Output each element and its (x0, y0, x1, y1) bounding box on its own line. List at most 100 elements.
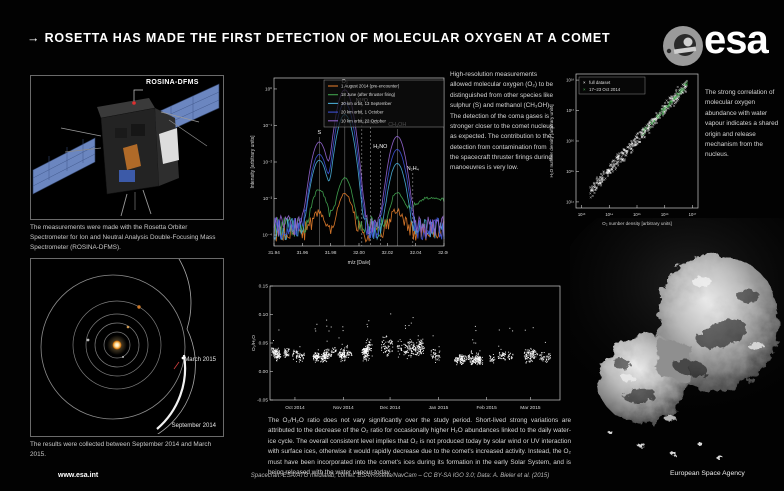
svg-text:×: × (609, 163, 612, 168)
svg-text:×: × (632, 144, 635, 149)
ratio-timeseries-chart: 0.15 0.10 0.05 0.00 -0.05 Oct 2014 Nov 2014 Dec… (251, 284, 561, 411)
svg-text:×: × (600, 183, 603, 188)
svg-text:×: × (663, 108, 666, 113)
svg-text:×: × (631, 140, 634, 145)
svg-text:×: × (597, 181, 600, 186)
svg-text:×: × (661, 109, 664, 114)
svg-text:×: × (683, 87, 686, 92)
svg-text:×: × (664, 106, 667, 111)
svg-text:Dec 2014: Dec 2014 (380, 405, 401, 411)
svg-text:×: × (621, 158, 624, 163)
svg-text:×: × (594, 187, 597, 192)
svg-text:×: × (670, 99, 673, 104)
svg-text:×: × (673, 96, 676, 101)
svg-text:10⁻⁴: 10⁻⁴ (262, 233, 272, 238)
svg-text:×: × (652, 117, 655, 122)
svg-text:×: × (677, 94, 680, 99)
svg-text:×: × (595, 185, 598, 190)
svg-text:×: × (648, 125, 651, 130)
svg-text:×: × (634, 139, 637, 144)
svg-text:×: × (623, 158, 626, 163)
svg-text:×: × (658, 112, 661, 117)
svg-text:10 km orbit, 22 October: 10 km orbit, 22 October (341, 118, 386, 123)
svg-text:×: × (650, 124, 653, 129)
svg-text:×: × (641, 135, 644, 140)
svg-text:×: × (653, 118, 656, 123)
svg-text:×: × (615, 155, 618, 160)
svg-text:×: × (649, 120, 652, 125)
svg-text:×: × (677, 91, 680, 96)
svg-text:×: × (678, 92, 681, 97)
svg-text:×: × (630, 146, 633, 151)
svg-text:×: × (679, 89, 682, 94)
svg-text:×: × (654, 117, 657, 122)
svg-text:×: × (670, 100, 673, 105)
spectrum-explanation-text: High-resolution measurements allowed mol… (450, 71, 555, 172)
svg-text:×: × (590, 187, 593, 192)
svg-text:×: × (673, 98, 676, 103)
svg-text:×: × (647, 126, 650, 131)
svg-text:×: × (650, 121, 653, 126)
svg-text:×: × (599, 175, 602, 180)
svg-text:×: × (607, 174, 610, 179)
svg-text:N₂H₄: N₂H₄ (407, 166, 419, 172)
svg-text:×: × (635, 135, 638, 140)
svg-text:×: × (620, 154, 623, 159)
agency-name: European Space Agency (670, 470, 745, 477)
svg-text:10¹⁶: 10¹⁶ (661, 212, 669, 217)
svg-text:×: × (636, 141, 639, 146)
svg-text:×: × (625, 149, 628, 154)
svg-text:×: × (679, 92, 682, 97)
svg-text:×: × (667, 100, 670, 105)
svg-text:×: × (659, 109, 662, 114)
svg-text:×: × (676, 85, 679, 90)
svg-text:×: × (664, 101, 667, 106)
svg-text:×: × (677, 92, 680, 97)
esa-logo-wordmark: esa (704, 18, 769, 62)
svg-text:32.00: 32.00 (353, 250, 365, 255)
svg-text:×: × (657, 112, 660, 117)
svg-text:×: × (653, 119, 656, 124)
svg-text:Feb 2015: Feb 2015 (476, 405, 497, 411)
svg-text:×: × (651, 117, 654, 122)
svg-text:×: × (603, 178, 606, 183)
svg-text:×: × (626, 148, 629, 153)
svg-text:×: × (612, 158, 615, 163)
svg-text:×: × (602, 175, 605, 180)
svg-text:×: × (680, 87, 683, 92)
svg-text:×: × (642, 132, 645, 137)
svg-text:×: × (617, 154, 620, 159)
svg-text:×: × (607, 169, 610, 174)
svg-text:×: × (633, 138, 636, 143)
svg-text:×: × (630, 142, 633, 147)
svg-text:×: × (662, 104, 665, 109)
svg-text:×: × (593, 190, 596, 195)
svg-text:×: × (643, 128, 646, 133)
svg-text:×: × (610, 166, 613, 171)
svg-text:×: × (598, 177, 601, 182)
svg-text:×: × (589, 185, 592, 190)
svg-text:×: × (653, 116, 656, 121)
svg-text:×: × (648, 121, 651, 126)
svg-text:×: × (634, 136, 637, 141)
svg-text:×: × (683, 81, 686, 86)
svg-text:×: × (641, 130, 644, 135)
svg-text:×: × (610, 163, 613, 168)
svg-text:×: × (675, 94, 678, 99)
svg-text:×: × (663, 110, 666, 115)
esa-website-link[interactable]: www.esa.int (58, 472, 99, 479)
svg-text:×: × (643, 130, 646, 135)
svg-text:×: × (593, 181, 596, 186)
svg-text:×: × (665, 109, 668, 114)
svg-text:×: × (593, 185, 596, 190)
svg-text:×: × (610, 166, 613, 171)
spacecraft-image-panel (30, 75, 224, 220)
svg-text:×: × (604, 176, 607, 181)
svg-text:×: × (684, 83, 687, 88)
svg-text:H₂O number density [arbitrary: H₂O number density [arbitrary units] (549, 104, 554, 177)
svg-text:×: × (643, 127, 646, 132)
svg-text:×: × (675, 96, 678, 101)
svg-text:×: × (647, 126, 650, 131)
svg-text:×: × (591, 186, 594, 191)
svg-text:×: × (684, 84, 687, 89)
